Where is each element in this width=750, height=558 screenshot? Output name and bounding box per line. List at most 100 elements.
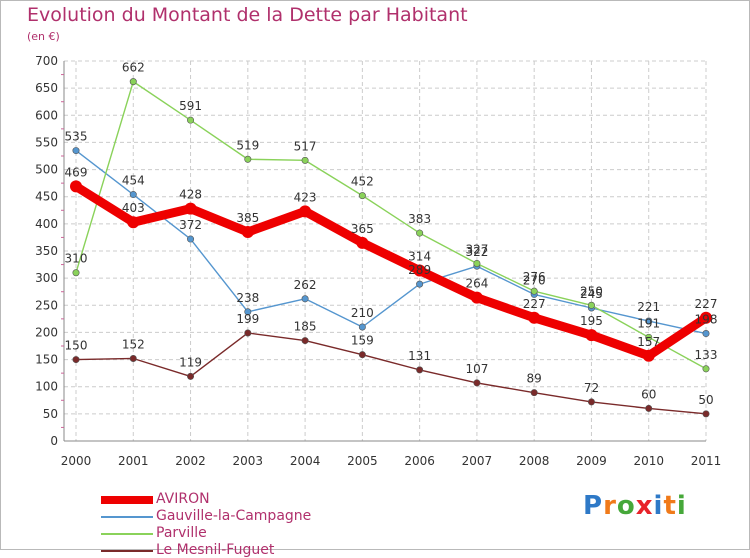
data-label: 403 <box>122 201 145 215</box>
data-label: 264 <box>465 277 488 291</box>
data-point <box>358 323 366 331</box>
data-label: 133 <box>695 348 718 362</box>
data-point <box>645 333 653 341</box>
data-point <box>700 311 712 324</box>
data-point <box>301 295 309 303</box>
data-label: 107 <box>465 362 488 376</box>
data-point <box>473 259 481 267</box>
data-point <box>187 235 195 243</box>
data-label: 150 <box>65 339 88 353</box>
data-point <box>72 356 80 364</box>
x-tick-label: 2000 <box>61 454 92 468</box>
data-point <box>358 351 366 359</box>
legend-label: Gauville-la-Campagne <box>156 508 312 524</box>
data-point <box>301 156 309 164</box>
legend-swatch <box>101 496 153 504</box>
logo-letter: o <box>616 491 636 521</box>
data-label: 454 <box>122 174 145 188</box>
y-tick-label: 700 <box>35 54 58 68</box>
chart-title: Evolution du Montant de la Dette par Hab… <box>27 4 468 26</box>
data-point <box>129 191 137 199</box>
data-label: 60 <box>641 387 656 401</box>
y-tick-label: 450 <box>35 190 58 204</box>
legend-label: Parville <box>156 525 207 541</box>
chart-unit: (en €) <box>27 30 60 43</box>
data-label: 159 <box>351 334 374 348</box>
data-label: 195 <box>580 314 603 328</box>
data-label: 119 <box>179 355 202 369</box>
data-point <box>587 398 595 406</box>
data-label: 131 <box>408 349 431 363</box>
data-point <box>702 330 710 338</box>
data-point <box>702 365 710 373</box>
y-tick-label: 100 <box>35 380 58 394</box>
data-point <box>187 116 195 124</box>
data-point <box>645 317 653 325</box>
data-point <box>585 329 598 342</box>
x-tick-label: 2002 <box>175 454 206 468</box>
x-tick-label: 2007 <box>462 454 493 468</box>
data-label: 89 <box>527 372 542 386</box>
legend-swatch <box>101 533 153 535</box>
data-label: 322 <box>465 245 488 259</box>
data-label: 157 <box>637 335 660 349</box>
data-point <box>473 379 481 387</box>
data-label: 50 <box>698 393 713 407</box>
data-point <box>129 354 137 362</box>
data-point <box>587 301 595 309</box>
data-label: 517 <box>294 139 317 153</box>
series-line-1 <box>75 149 707 335</box>
data-point <box>416 366 424 374</box>
data-point <box>645 404 653 412</box>
data-label: 452 <box>351 175 374 189</box>
x-tick-label: 2005 <box>347 454 378 468</box>
data-label: 591 <box>179 99 202 113</box>
data-point <box>244 308 252 316</box>
y-tick-label: 350 <box>35 244 58 258</box>
data-label: 365 <box>351 222 374 236</box>
data-point <box>416 229 424 237</box>
legend-label: Le Mesnil-Fuguet <box>156 542 275 558</box>
data-label: 383 <box>408 212 431 226</box>
data-label: 519 <box>236 138 259 152</box>
y-tick-label: 200 <box>35 325 58 339</box>
data-point <box>358 192 366 200</box>
logo-letter: i <box>676 491 687 521</box>
data-point <box>702 410 710 418</box>
legend-label: AVIRON <box>156 491 210 507</box>
data-label: 385 <box>236 211 259 225</box>
y-tick-label: 600 <box>35 108 58 122</box>
data-point <box>127 216 140 229</box>
y-tick-label: 650 <box>35 81 58 95</box>
data-label: 469 <box>65 165 88 179</box>
data-point <box>244 329 252 337</box>
data-point <box>470 291 483 304</box>
data-label: 199 <box>236 312 259 326</box>
logo-letter: t <box>663 491 677 521</box>
legend-swatch <box>101 516 153 518</box>
data-point <box>642 349 655 362</box>
data-label: 270 <box>523 273 546 287</box>
data-label: 289 <box>408 263 431 277</box>
x-tick-label: 2008 <box>519 454 550 468</box>
data-point <box>528 311 541 324</box>
x-tick-label: 2009 <box>576 454 607 468</box>
data-point <box>241 226 254 238</box>
data-label: 327 <box>465 242 488 256</box>
data-point <box>301 337 309 345</box>
data-label: 535 <box>65 130 88 144</box>
data-label: 310 <box>65 252 88 266</box>
data-label: 262 <box>294 278 317 292</box>
data-point <box>530 287 538 295</box>
data-point <box>416 280 424 288</box>
data-label: 250 <box>580 284 603 298</box>
x-tick-label: 2011 <box>691 454 722 468</box>
data-label: 221 <box>637 300 660 314</box>
data-point <box>72 147 80 155</box>
y-tick-label: 250 <box>35 298 58 312</box>
y-tick-label: 300 <box>35 271 58 285</box>
data-label: 238 <box>236 291 259 305</box>
x-tick-label: 2001 <box>118 454 149 468</box>
series-line-0 <box>71 181 711 361</box>
